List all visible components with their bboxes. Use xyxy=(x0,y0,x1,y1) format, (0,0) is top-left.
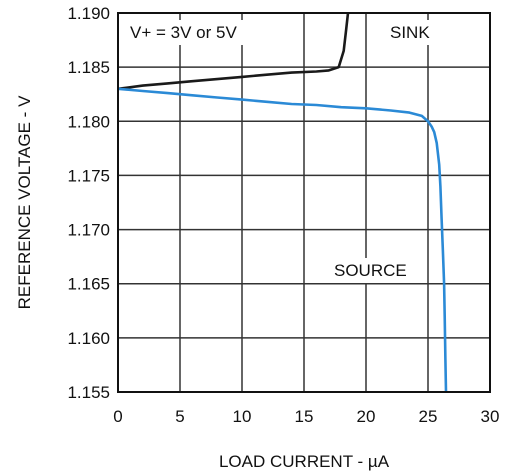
y-tick-label: 1.170 xyxy=(67,221,110,240)
x-tick-label: 15 xyxy=(295,407,314,426)
y-tick-label: 1.175 xyxy=(67,166,110,185)
y-axis-title: REFERENCE VOLTAGE - V xyxy=(15,95,34,309)
x-tick-label: 5 xyxy=(175,407,184,426)
y-tick-label: 1.155 xyxy=(67,383,110,402)
condition-label: V+ = 3V or 5V xyxy=(130,23,237,42)
y-tick-label: 1.185 xyxy=(67,58,110,77)
x-tick-label: 20 xyxy=(357,407,376,426)
x-tick-label: 30 xyxy=(481,407,500,426)
y-tick-labels: 1.155 1.160 1.165 1.170 1.175 1.180 1.185 1.190 xyxy=(67,4,110,402)
series-lines xyxy=(118,13,448,392)
series-line-sink xyxy=(118,13,350,91)
series-line-source xyxy=(118,87,448,392)
condition-label-background xyxy=(124,20,244,45)
x-tick-labels: 0 5 10 15 20 25 30 xyxy=(113,407,499,426)
source-label-background xyxy=(328,258,413,283)
grid xyxy=(117,12,491,393)
y-tick-label: 1.190 xyxy=(67,4,110,23)
source-label: SOURCE xyxy=(334,261,407,280)
sink-label-background xyxy=(384,20,437,45)
x-tick-label: 25 xyxy=(419,407,438,426)
sink-label: SINK xyxy=(390,23,430,42)
y-tick-label: 1.165 xyxy=(67,275,110,294)
x-tick-label: 10 xyxy=(233,407,252,426)
plot-frame xyxy=(117,12,491,393)
y-tick-label: 1.160 xyxy=(67,329,110,348)
x-axis-title: LOAD CURRENT - µA xyxy=(219,452,390,471)
x-tick-label: 0 xyxy=(113,407,122,426)
y-tick-label: 1.180 xyxy=(67,112,110,131)
